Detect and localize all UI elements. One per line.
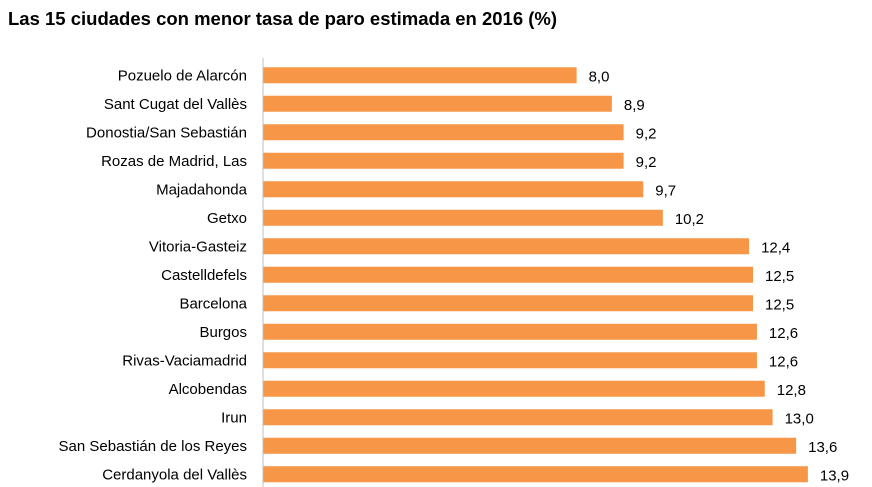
data-label: 12,5 <box>765 296 794 313</box>
data-label: 8,0 <box>589 68 610 85</box>
category-label: Vitoria-Gasteiz <box>149 238 247 255</box>
category-label: Majadahonda <box>156 181 248 198</box>
bar <box>263 67 577 84</box>
category-label: Burgos <box>199 324 247 341</box>
category-label: Castelldefels <box>161 267 247 284</box>
category-label: Barcelona <box>179 295 247 312</box>
bar <box>263 466 808 483</box>
bar <box>263 124 624 141</box>
bar <box>263 209 663 226</box>
category-label: Rozas de Madrid, Las <box>101 153 247 170</box>
data-label: 12,4 <box>761 239 790 256</box>
bar <box>263 352 757 369</box>
category-label: Irun <box>221 409 247 426</box>
category-label: Donostia/San Sebastián <box>86 124 247 141</box>
data-label: 12,5 <box>765 268 794 285</box>
data-label: 12,8 <box>777 382 806 399</box>
bar <box>263 409 773 426</box>
bar <box>263 238 750 255</box>
bar <box>263 295 753 312</box>
data-label: 10,2 <box>675 211 704 228</box>
bar <box>263 323 757 340</box>
chart-title: Las 15 ciudades con menor tasa de paro e… <box>8 8 558 29</box>
category-label: San Sebastián de los Reyes <box>59 438 247 455</box>
category-label: Pozuelo de Alarcón <box>118 67 247 84</box>
category-label: Getxo <box>207 210 247 227</box>
data-label: 9,7 <box>655 182 676 199</box>
bars-group: Pozuelo de Alarcón 8,0 Sant Cugat del Vall… <box>59 67 849 484</box>
data-label: 9,2 <box>636 125 657 142</box>
bar <box>263 95 612 112</box>
category-label: Sant Cugat del Vallès <box>104 96 247 113</box>
data-label: 12,6 <box>769 353 798 370</box>
data-label: 13,9 <box>820 467 849 484</box>
data-label: 8,9 <box>624 97 645 114</box>
bar <box>263 266 753 283</box>
data-label: 12,6 <box>769 325 798 342</box>
bar <box>263 152 624 169</box>
bar <box>263 380 765 397</box>
data-label: 13,6 <box>808 439 837 456</box>
bar <box>263 437 797 454</box>
category-label: Cerdanyola del Vallès <box>102 466 247 483</box>
data-label: 13,0 <box>785 410 814 427</box>
category-label: Rivas-Vaciamadrid <box>122 352 247 369</box>
category-label: Alcobendas <box>169 381 247 398</box>
data-label: 9,2 <box>636 154 657 171</box>
bar <box>263 181 644 198</box>
